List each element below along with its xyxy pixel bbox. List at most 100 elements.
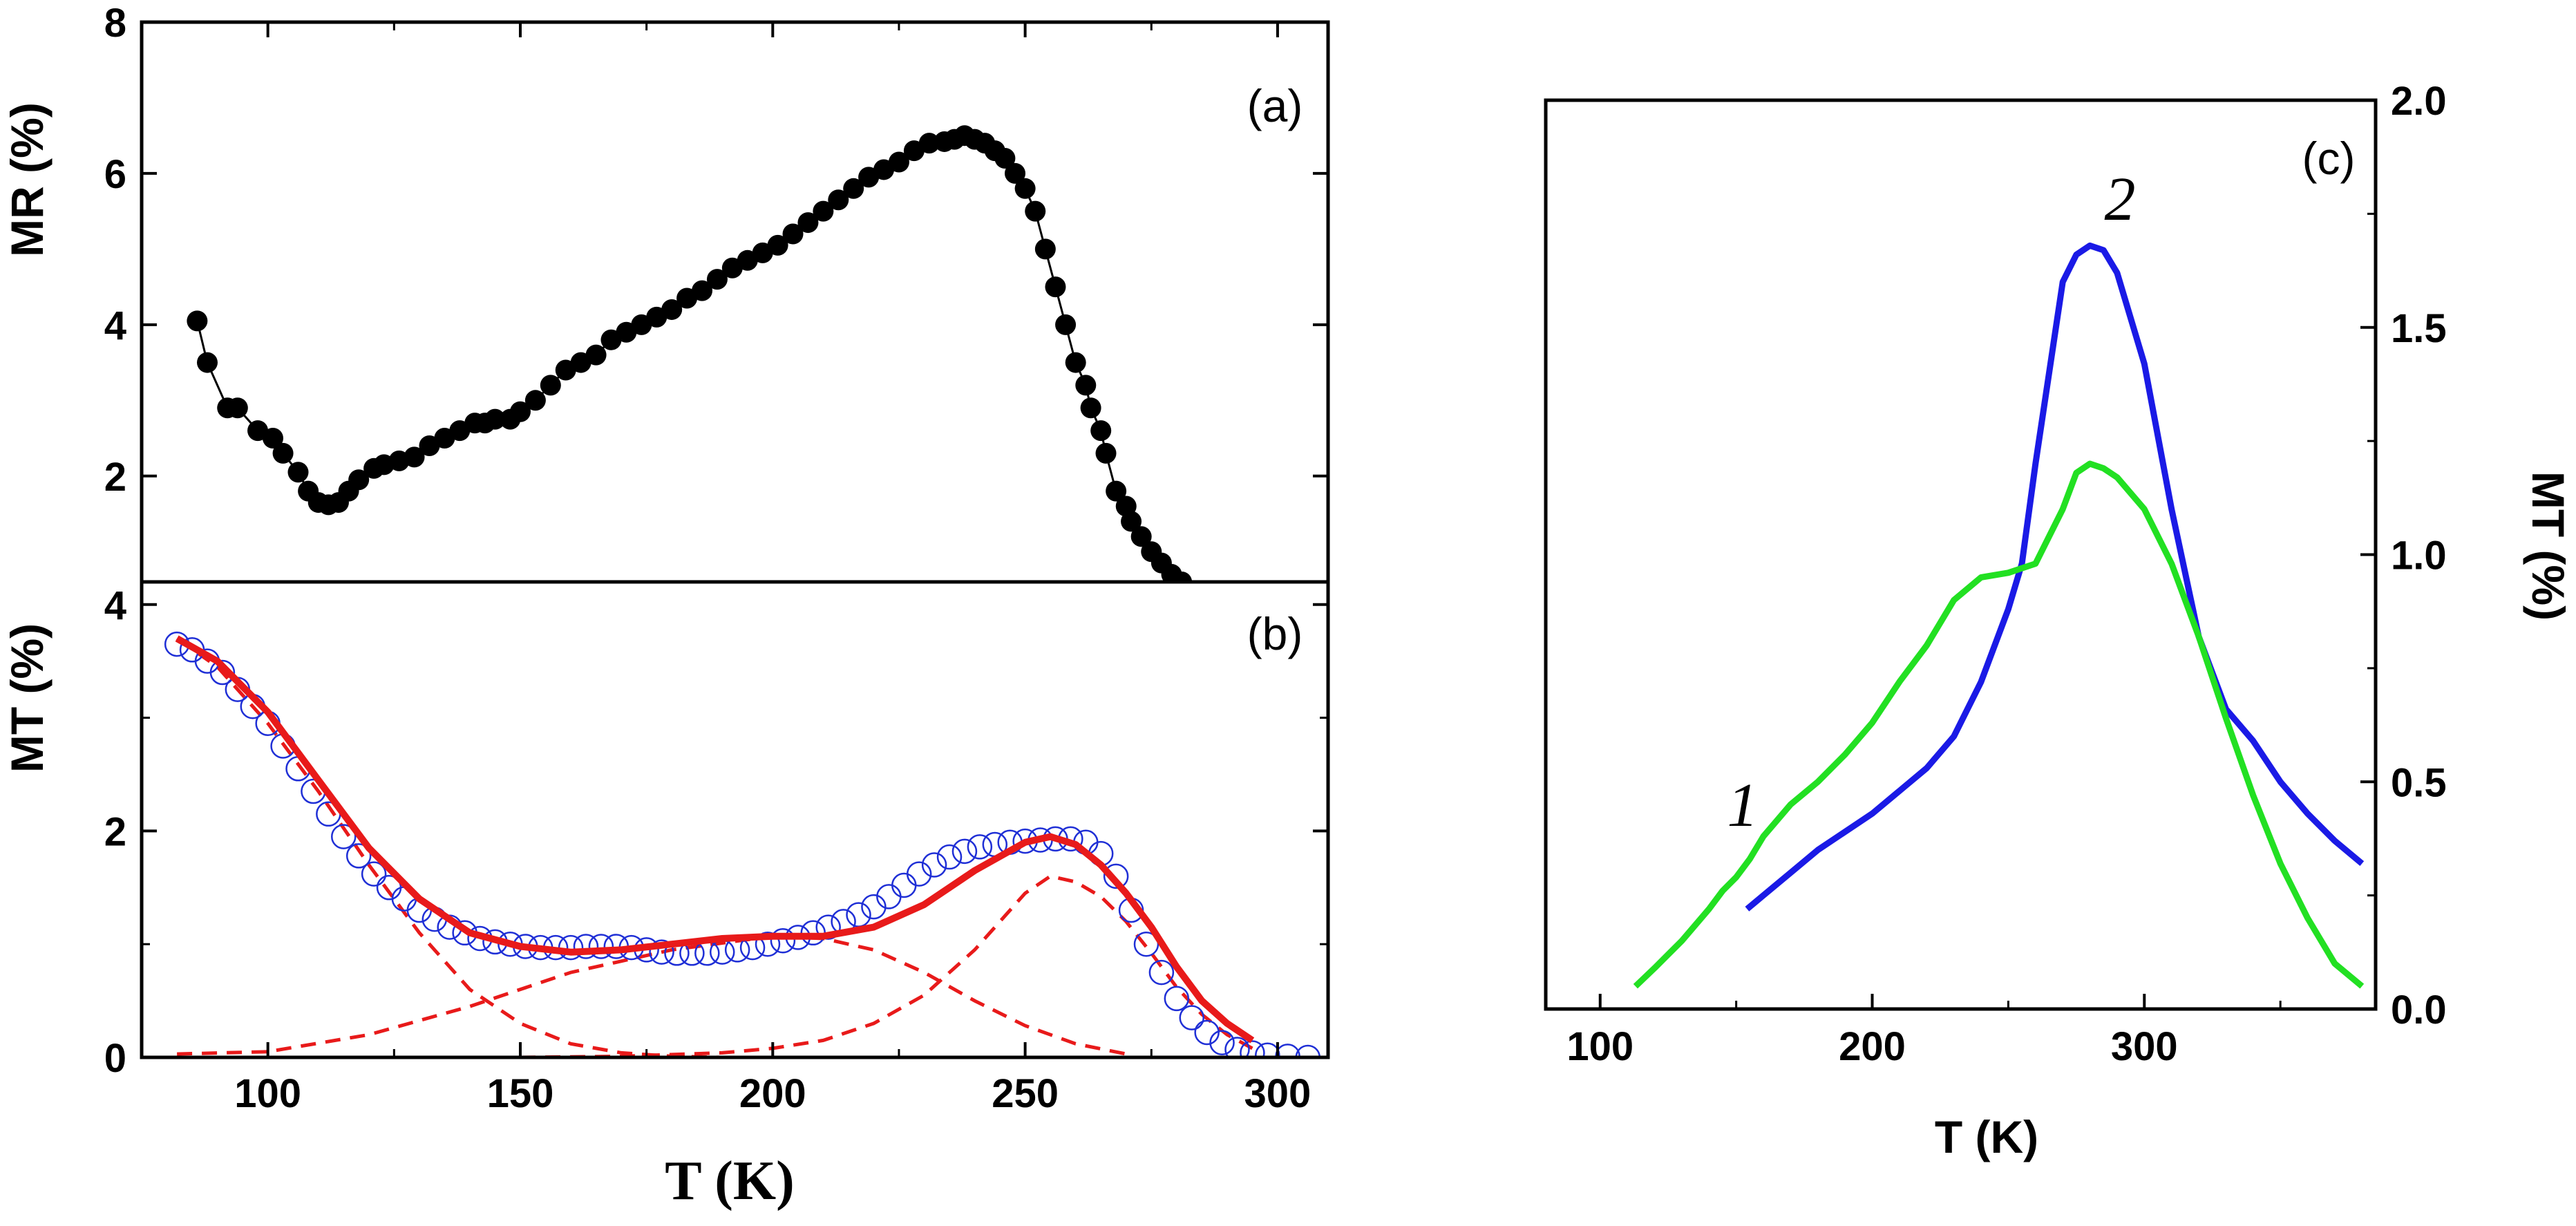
mr-point: [262, 428, 283, 449]
mr-point: [1034, 238, 1056, 260]
mr-point: [1130, 526, 1152, 547]
panel-b-ticks: 0 2 4 100 150 200 250 300: [104, 583, 1328, 1116]
panel-c: 0.0 0.5 1.0 1.5 2.0 100 200 300 MT (%) T (K) (c…: [1544, 79, 2574, 1162]
mr-point: [813, 200, 834, 222]
panel-b: 0 2 4 100 150 200 250 300 MT (%) T (K) (b): [1, 580, 1330, 1211]
c-ytick-label: 1.0: [2391, 534, 2447, 578]
c-ytick-label: 0.5: [2391, 760, 2447, 805]
mr-point: [1106, 480, 1127, 502]
c-xtick-label: 100: [1566, 1024, 1633, 1069]
mr-point: [1090, 420, 1112, 442]
mt-data-point: [1179, 1005, 1204, 1030]
panel-a-y-axis-title: MR (%): [1, 102, 53, 257]
mr-point: [1005, 162, 1026, 184]
b-xtick-label: 250: [992, 1071, 1059, 1116]
b-xtick-label: 150: [487, 1071, 554, 1116]
fit-component-2: [177, 934, 1127, 1056]
mr-point: [585, 344, 607, 366]
a-ytick-label: 6: [104, 152, 126, 197]
mt-data-point: [906, 861, 932, 887]
mr-point: [404, 446, 425, 468]
curve-label-2: 2: [2105, 165, 2136, 234]
mt-data-point: [936, 844, 963, 870]
mr-point: [196, 352, 218, 373]
a-ytick-label: 8: [104, 1, 126, 46]
mt-data-point: [1148, 959, 1175, 985]
panel-b-plot-area: [164, 631, 1321, 1057]
mr-point: [287, 462, 309, 483]
panel-a: 2 4 6 8 MR (%) (a): [1, 1, 1330, 584]
mr-point: [706, 269, 728, 290]
mt-data-point: [1133, 931, 1159, 957]
mr-point: [843, 178, 864, 199]
mr-point: [348, 469, 370, 491]
b-ytick-label: 2: [104, 809, 126, 854]
mt-data-point: [815, 914, 841, 940]
mr-point: [1065, 352, 1086, 373]
mr-point: [994, 148, 1016, 169]
mr-point: [918, 133, 940, 154]
mr-point: [888, 151, 909, 173]
mr-point: [1075, 375, 1097, 396]
mt-data-point: [1295, 1044, 1321, 1057]
mt-data-point: [755, 931, 781, 957]
mt-data-point: [921, 852, 947, 878]
c-ytick-label: 0.0: [2391, 988, 2447, 1032]
mt-data-point: [967, 834, 993, 860]
mt-data-point: [770, 928, 796, 954]
mr-point: [540, 375, 561, 396]
mr-point: [1014, 178, 1036, 199]
b-ytick-label: 4: [104, 583, 126, 628]
mr-point: [524, 390, 546, 411]
mt-data-point: [209, 659, 236, 686]
mr-point: [1045, 276, 1066, 298]
mt-data-point: [1194, 1019, 1220, 1046]
a-ytick-label: 4: [104, 303, 126, 348]
mt-data-point: [345, 843, 372, 869]
mt-data-point: [1103, 863, 1129, 889]
curve-2-line: [1745, 242, 2365, 912]
mt-data-point: [573, 934, 599, 959]
mt-data-point: [1209, 1030, 1235, 1055]
mt-data-point: [649, 939, 674, 965]
panel-b-y-axis-title: MT (%): [1, 623, 53, 773]
c-xtick-label: 300: [2111, 1024, 2178, 1069]
panel-c-label: (c): [2302, 133, 2356, 184]
panel-a-plot-area: [187, 125, 1193, 582]
mt-data-point: [846, 902, 871, 927]
mr-point: [692, 280, 713, 301]
c-ytick-label: 1.5: [2391, 306, 2447, 351]
panel-a-ticks: 2 4 6 8: [104, 1, 1328, 500]
b-ytick-label: 0: [104, 1036, 126, 1081]
mr-point: [509, 401, 531, 422]
mt-data-point: [951, 838, 978, 865]
panel-c-y-axis-title: MT (%): [2523, 471, 2574, 621]
panel-a-label: (a): [1247, 80, 1303, 131]
fit-total-line: [175, 635, 1255, 1044]
curve-label-1: 1: [1727, 771, 1759, 840]
c-ytick-label: 2.0: [2391, 79, 2447, 124]
b-xtick-label: 200: [739, 1071, 806, 1116]
mr-point: [1095, 442, 1117, 464]
panel-b-frame: [140, 580, 1330, 1059]
panel-c-ticks: 0.0 0.5 1.0 1.5 2.0 100 200 300: [1566, 79, 2446, 1069]
mr-point: [1080, 397, 1101, 419]
mt-data-point: [1255, 1042, 1280, 1057]
panel-b-label: (b): [1247, 608, 1303, 659]
curve-1-line: [1633, 460, 2365, 989]
mr-point: [1171, 572, 1193, 582]
mr-point: [661, 299, 683, 320]
mr-point: [782, 223, 804, 245]
mr-point: [272, 442, 294, 464]
mt-data-point: [361, 861, 387, 887]
panel-b-x-axis-title: T (K): [665, 1151, 794, 1211]
mr-point: [1121, 511, 1142, 532]
panel-c-x-axis-title: T (K): [1935, 1111, 2038, 1162]
mt-data-point: [1224, 1037, 1250, 1057]
mr-point: [187, 310, 208, 332]
mr-point: [828, 189, 849, 211]
fit-component-3: [520, 874, 1253, 1057]
mr-point: [1055, 314, 1077, 335]
mt-data-point: [891, 872, 917, 898]
